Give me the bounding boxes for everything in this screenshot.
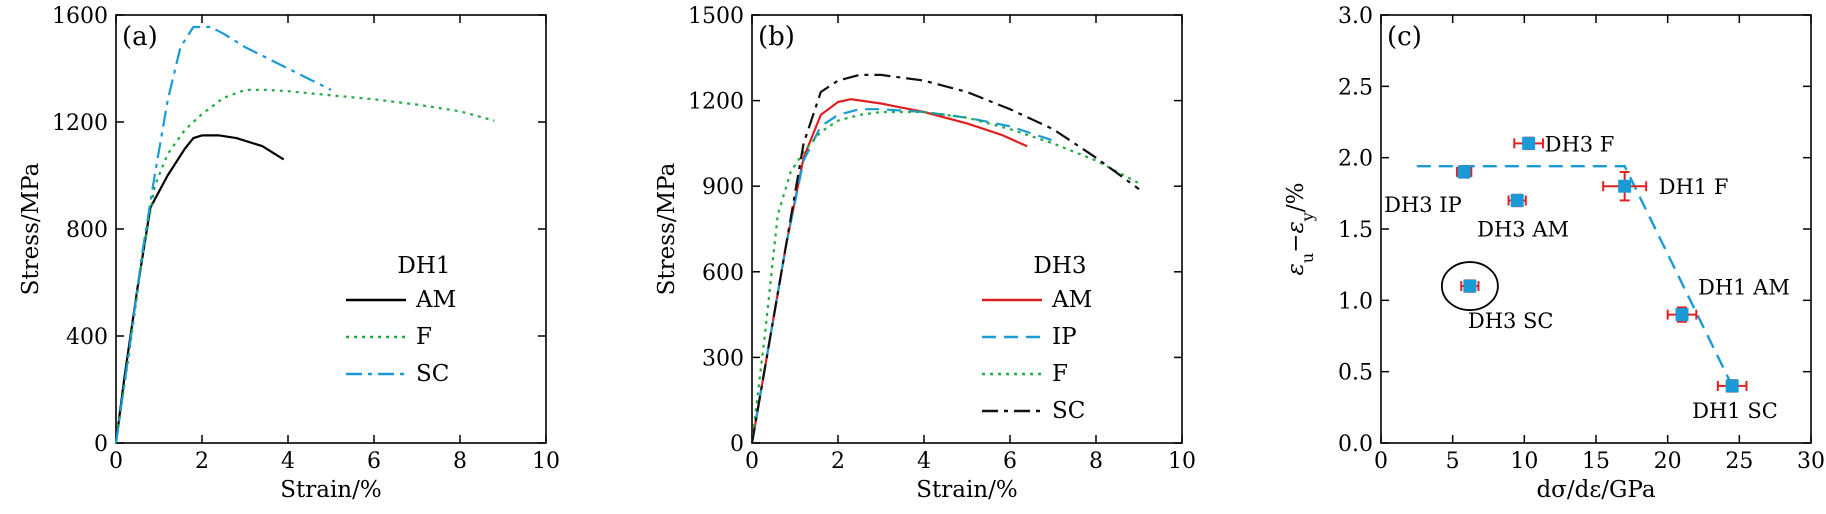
- x-tick-label: 0: [1374, 449, 1388, 474]
- y-axis-label: Stress/MPa: [654, 162, 680, 295]
- legend-label-sc: SC: [1052, 398, 1085, 424]
- legend-label-f: F: [416, 324, 432, 350]
- x-tick-label: 2: [831, 449, 845, 474]
- y-tick-label: 600: [702, 261, 744, 286]
- data-point: [1602, 170, 1648, 202]
- legend-label-am: AM: [1051, 287, 1092, 313]
- y-tick-label: 3.0: [1338, 4, 1373, 29]
- plot-frame-0: [115, 14, 547, 444]
- data-point: [1513, 136, 1544, 151]
- data-point: [1460, 279, 1480, 293]
- highlight-ellipse: [1440, 261, 1499, 311]
- legend-label-sc: SC: [416, 361, 449, 387]
- point-label: DH3 SC: [1468, 309, 1554, 333]
- plot-frame-1: [751, 14, 1183, 444]
- x-tick-label: 4: [281, 449, 295, 474]
- point-marker: [1725, 379, 1739, 393]
- legend-title: DH3: [1033, 253, 1086, 279]
- point-marker: [1510, 193, 1524, 207]
- x-tick-label: 10: [532, 449, 560, 474]
- y-tick-label: 1200: [688, 90, 744, 115]
- y-tick-label: 1500: [688, 4, 744, 29]
- legend-label-am: AM: [415, 287, 456, 313]
- point-marker: [1463, 279, 1477, 293]
- legend-label-ip: IP: [1052, 324, 1077, 350]
- point-label: DH3 IP: [1384, 193, 1462, 217]
- x-tick-label: 25: [1725, 449, 1753, 474]
- x-tick-label: 15: [1582, 449, 1610, 474]
- point-marker: [1457, 165, 1471, 179]
- y-tick-label: 2.5: [1338, 75, 1373, 100]
- y-axis-label: εu−εy/%: [1283, 183, 1317, 276]
- x-tick-label: 8: [1089, 449, 1103, 474]
- panel-label: (c): [1387, 22, 1422, 52]
- point-marker: [1675, 308, 1689, 322]
- data-point: [1455, 165, 1473, 179]
- panel-label: (a): [122, 22, 158, 52]
- y-tick-label: 1.5: [1338, 218, 1373, 243]
- x-tick-label: 0: [109, 449, 123, 474]
- trend-line: [1416, 165, 1734, 387]
- point-label: DH1 SC: [1692, 399, 1778, 423]
- series-line-ip: [750, 108, 1054, 444]
- point-marker: [1618, 179, 1632, 193]
- point-label: DH1 AM: [1698, 276, 1790, 300]
- legend-label-f: F: [1052, 361, 1068, 387]
- y-tick-label: 1600: [52, 4, 108, 29]
- y-tick-label: 0: [94, 432, 108, 457]
- point-label: DH3 F: [1545, 132, 1615, 156]
- panel-label: (b): [758, 22, 795, 52]
- series-line-f: [114, 88, 495, 444]
- point-marker: [1522, 136, 1536, 150]
- data-point: [1666, 306, 1698, 323]
- point-label: DH3 AM: [1477, 217, 1569, 241]
- x-tick-label: 5: [1446, 449, 1460, 474]
- data-point: [1716, 379, 1748, 393]
- x-tick-label: 8: [453, 449, 467, 474]
- y-tick-label: 0: [730, 432, 744, 457]
- plot-frame-2: [1380, 14, 1812, 444]
- x-axis-label: Strain/%: [916, 477, 1017, 503]
- x-tick-label: 2: [195, 449, 209, 474]
- x-tick-label: 20: [1654, 449, 1682, 474]
- x-tick-label: 0: [745, 449, 759, 474]
- y-tick-label: 0.0: [1338, 432, 1373, 457]
- y-tick-label: 1200: [52, 111, 108, 136]
- series-line-am: [750, 98, 1028, 444]
- x-tick-label: 30: [1797, 449, 1825, 474]
- x-tick-label: 4: [917, 449, 931, 474]
- y-tick-label: 900: [702, 175, 744, 200]
- x-tick-label: 6: [367, 449, 381, 474]
- y-tick-label: 0.5: [1338, 361, 1373, 386]
- point-label: DH1 F: [1659, 175, 1729, 199]
- y-tick-label: 1.0: [1338, 289, 1373, 314]
- series-line-am: [114, 134, 285, 444]
- y-tick-label: 400: [66, 325, 108, 350]
- y-tick-label: 2.0: [1338, 147, 1373, 172]
- x-tick-label: 10: [1168, 449, 1196, 474]
- data-point: [1507, 193, 1527, 208]
- series-line-sc: [114, 25, 332, 444]
- y-tick-label: 300: [702, 346, 744, 371]
- x-axis-label: dσ/dε/GPa: [1536, 477, 1655, 503]
- y-tick-label: 800: [66, 218, 108, 243]
- x-tick-label: 6: [1003, 449, 1017, 474]
- legend-title: DH1: [397, 253, 450, 279]
- x-tick-label: 10: [1510, 449, 1538, 474]
- x-axis-label: Strain/%: [280, 477, 381, 503]
- y-axis-label: Stress/MPa: [18, 162, 44, 295]
